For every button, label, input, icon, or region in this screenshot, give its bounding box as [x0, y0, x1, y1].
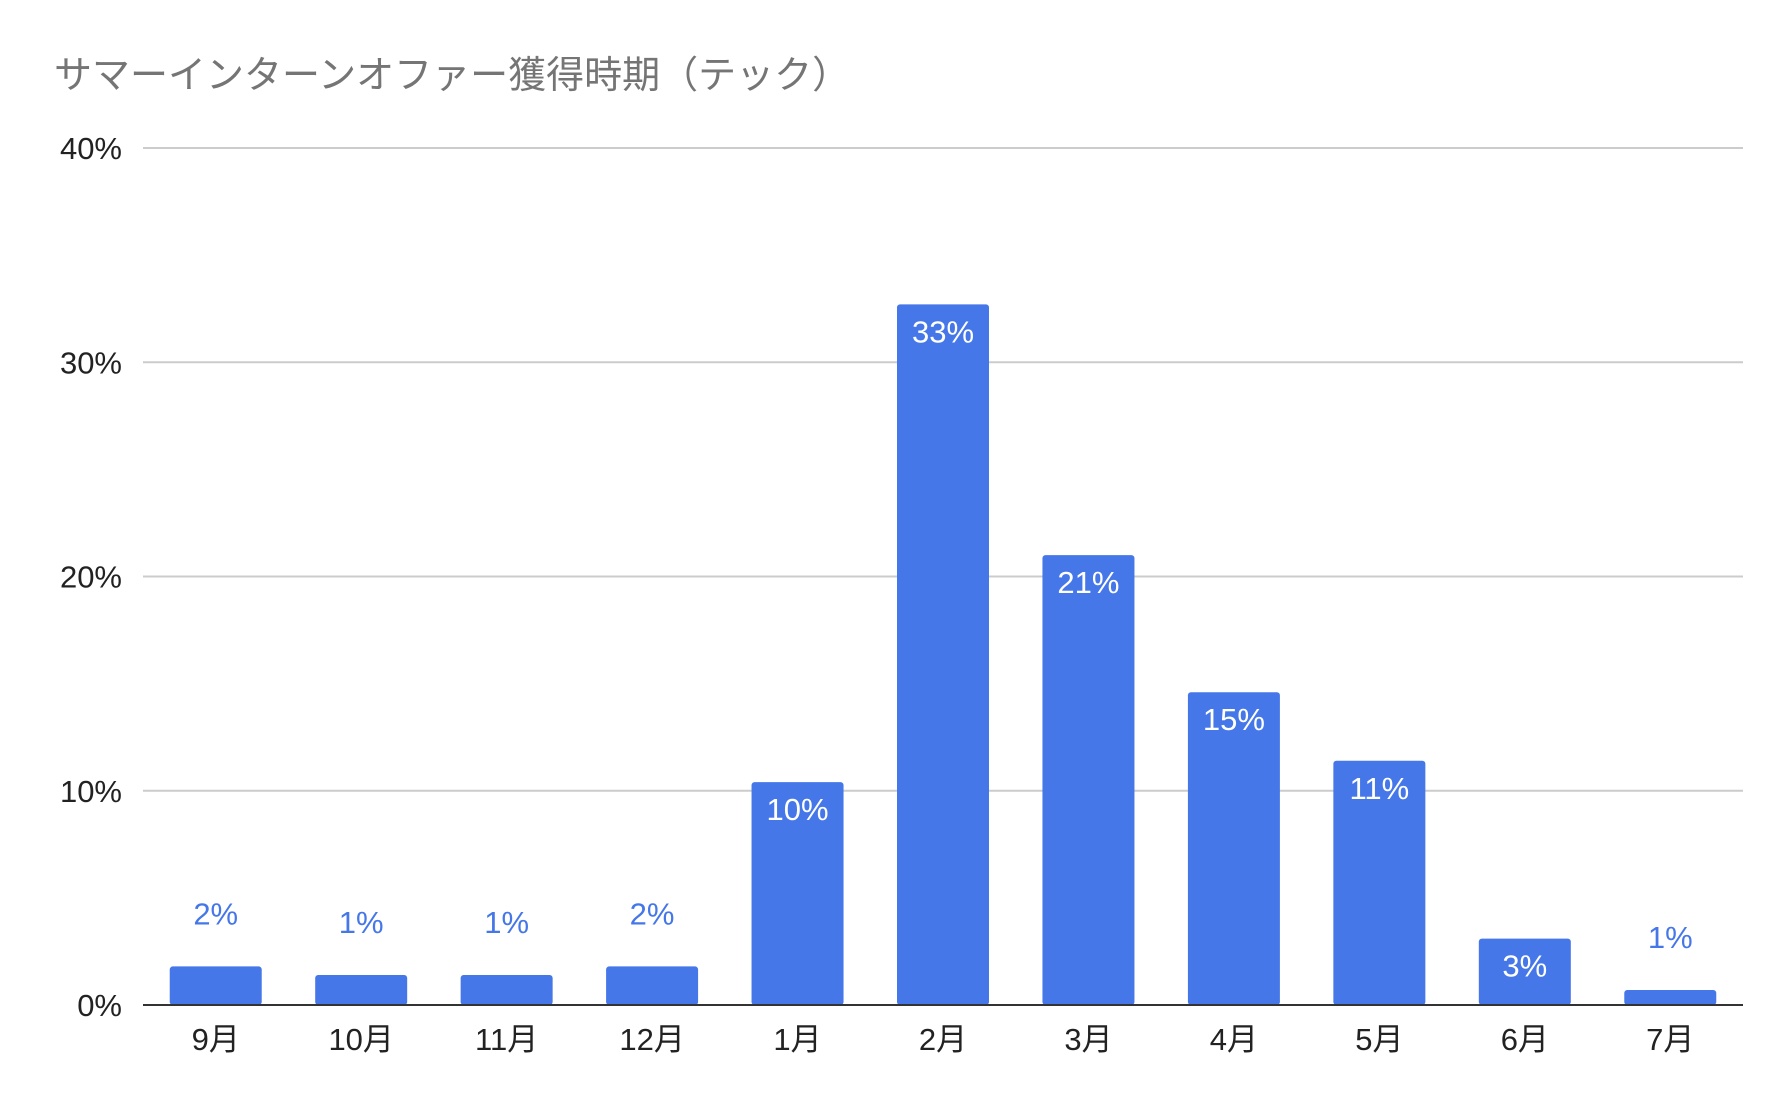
- y-tick-label: 40%: [60, 131, 122, 166]
- y-tick-label: 10%: [60, 774, 122, 809]
- chart-title: サマーインターンオファー獲得時期（テック）: [54, 53, 851, 97]
- bar: [606, 966, 699, 1005]
- data-labels: 2% 1% 1% 2% 10% 33% 21% 15% 11% 3% 1%: [193, 314, 1692, 983]
- data-label: 1%: [1648, 920, 1693, 955]
- x-axis-ticks: 9月 10月 11月 12月 1月 2月 3月 4月 5月 6月 7月: [192, 1022, 1695, 1057]
- data-label: 11%: [1349, 771, 1409, 806]
- data-label: 10%: [767, 792, 829, 827]
- x-tick-label: 2月: [919, 1022, 967, 1057]
- x-tick-label: 4月: [1210, 1022, 1258, 1057]
- bar: [751, 782, 844, 1005]
- y-tick-label: 20%: [60, 560, 122, 595]
- x-tick-label: 10月: [328, 1022, 393, 1057]
- data-label: 2%: [630, 896, 675, 931]
- data-label: 33%: [912, 314, 974, 349]
- bar: [1333, 760, 1426, 1005]
- x-tick-label: 11月: [475, 1022, 538, 1057]
- bar: [169, 966, 262, 1005]
- data-label: 3%: [1502, 949, 1547, 984]
- x-tick-label: 3月: [1064, 1022, 1112, 1057]
- x-tick-label: 12月: [619, 1022, 684, 1057]
- data-label: 21%: [1057, 565, 1119, 600]
- x-tick-label: 6月: [1501, 1022, 1549, 1057]
- bar: [1624, 990, 1717, 1005]
- bar: [897, 304, 989, 1006]
- bar: [1478, 938, 1571, 1005]
- bar: [315, 975, 408, 1005]
- y-tick-label: 0%: [77, 988, 122, 1023]
- bar: [460, 975, 553, 1005]
- bar: [1187, 692, 1280, 1005]
- x-tick-label: 7月: [1646, 1022, 1694, 1057]
- data-label: 1%: [339, 905, 384, 940]
- bars: [169, 304, 1717, 1006]
- x-tick-label: 9月: [192, 1022, 240, 1057]
- x-tick-label: 5月: [1355, 1022, 1403, 1057]
- bar: [1042, 555, 1135, 1005]
- data-label: 2%: [193, 896, 238, 931]
- data-label: 15%: [1203, 702, 1265, 737]
- x-tick-label: 1月: [773, 1022, 821, 1057]
- y-tick-label: 30%: [60, 345, 122, 380]
- y-axis-ticks: 0% 10% 20% 30% 40%: [60, 131, 122, 1023]
- data-label: 1%: [484, 905, 529, 940]
